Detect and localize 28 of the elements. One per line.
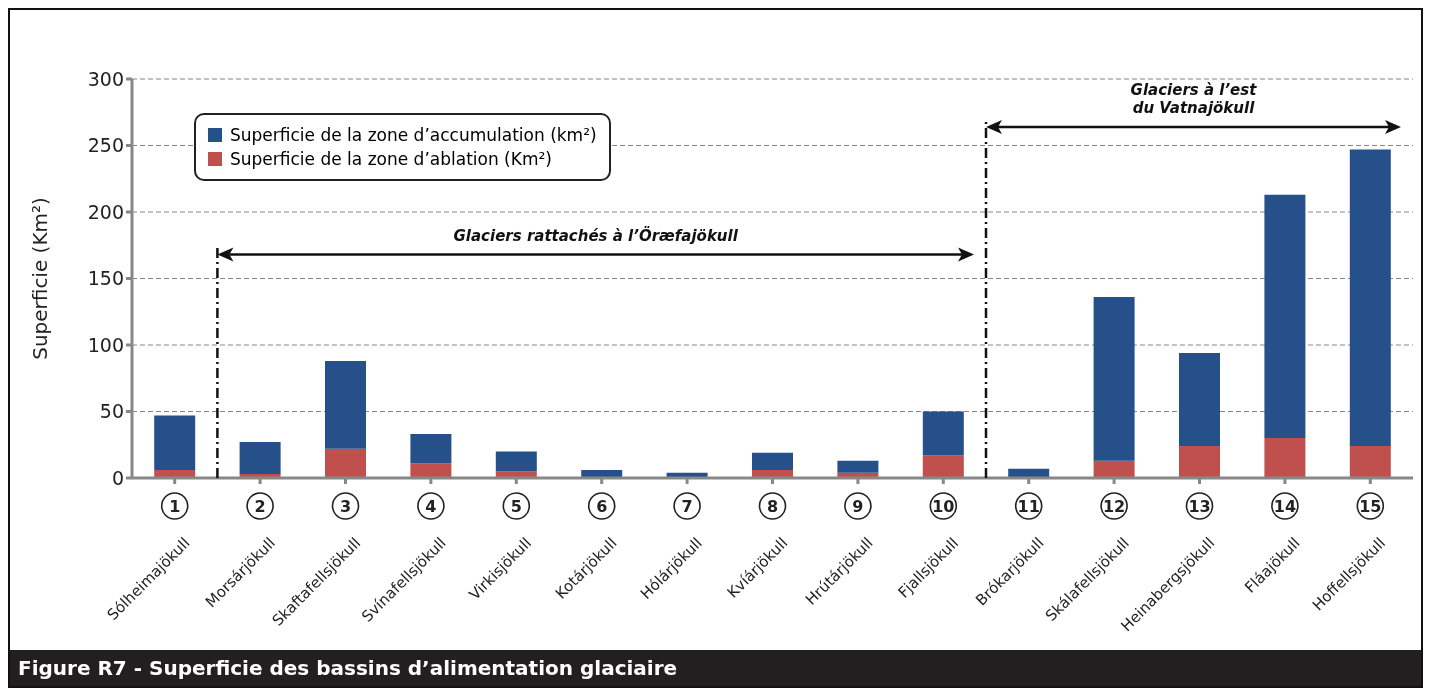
legend-label: Superficie de la zone d’ablation (Km²) [230, 149, 552, 169]
y-tick-label: 250 [87, 134, 124, 157]
text: 7 [681, 497, 693, 516]
text: 5 [510, 497, 522, 516]
text: 15 [1359, 497, 1382, 516]
text: 1 [169, 497, 181, 516]
text: 13 [1188, 497, 1211, 516]
text: 6 [596, 497, 608, 516]
legend-label: Superficie de la zone d’accumulation (km²) [230, 125, 597, 145]
y-tick-label: 0 [111, 466, 124, 489]
text: 9 [852, 497, 864, 516]
text: 14 [1273, 497, 1297, 516]
text: 2 [254, 497, 266, 516]
annotation: Glaciers à l’est du Vatnajökull [1130, 80, 1258, 117]
text: 8 [766, 497, 779, 516]
y-tick-label: 200 [87, 200, 124, 223]
y-tick-label: 100 [87, 333, 124, 356]
y-tick-label: 300 [87, 67, 124, 90]
text: 12 [1102, 497, 1126, 516]
y-tick-label: 150 [87, 267, 124, 290]
text: 10 [932, 497, 955, 516]
y-tick-label: 50 [99, 400, 124, 423]
y-axis-title: Superficie (Km²) [28, 197, 53, 360]
annotation: Glaciers rattachés à l’Öræfajökull [453, 225, 739, 245]
text: 3 [339, 497, 352, 516]
text: Figure R7 - Superficie des bassins d’alimentation glaciaire [10, 650, 1421, 686]
text: 4 [425, 497, 437, 516]
text: 11 [1017, 497, 1040, 516]
